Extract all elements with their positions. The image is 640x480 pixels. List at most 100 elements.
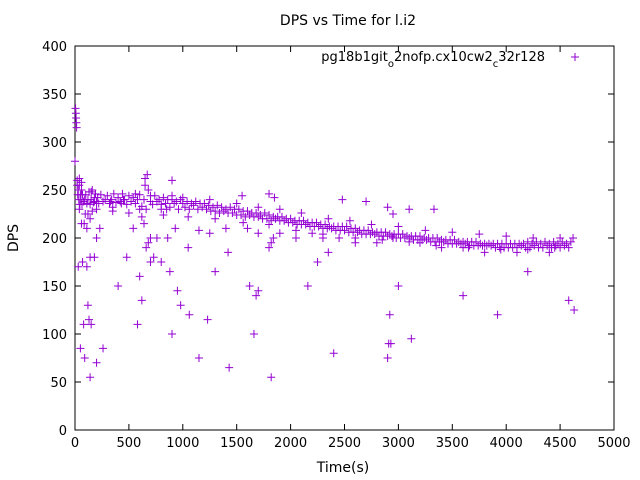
data-point: [204, 201, 213, 210]
data-point: [159, 210, 168, 219]
data-point: [200, 199, 209, 208]
data-point: [528, 239, 537, 248]
data-point: [92, 358, 101, 367]
data-point: [131, 199, 140, 208]
data-point: [133, 320, 142, 329]
data-point: [335, 234, 344, 242]
data-point: [193, 205, 202, 214]
data-point: [73, 181, 82, 190]
data-point: [170, 199, 179, 208]
data-point: [362, 197, 371, 206]
data-point: [168, 330, 177, 338]
data-point: [114, 282, 123, 290]
data-point: [566, 237, 575, 246]
data-point: [211, 214, 220, 223]
data-point: [389, 234, 398, 242]
data-point: [245, 210, 254, 219]
data-point: [378, 235, 387, 244]
data-point: [74, 262, 83, 271]
data-point: [135, 190, 144, 199]
data-point: [224, 248, 233, 257]
data-point: [75, 205, 84, 214]
data-point: [108, 203, 117, 212]
data-point: [324, 248, 333, 257]
data-point: [139, 219, 148, 228]
data-point: [86, 200, 95, 209]
data-point: [161, 199, 170, 208]
data-point: [82, 262, 91, 271]
data-point: [275, 205, 284, 214]
ticks: 0 500 1000 1500 2000 2500 3000 3500 4000 4500 5000…: [42, 40, 630, 451]
data-point: [439, 237, 448, 246]
data-point: [118, 189, 127, 198]
data-point: [217, 203, 226, 212]
data-point: [221, 224, 230, 233]
data-point: [545, 248, 554, 257]
data-point: [459, 291, 468, 300]
data-point: [353, 228, 362, 237]
data-point: [450, 235, 459, 244]
data-point: [252, 209, 261, 218]
data-point: [269, 234, 278, 242]
data-point: [99, 344, 108, 353]
data-point: [351, 224, 360, 233]
data-point: [155, 195, 164, 204]
y-axis-label: DPS: [6, 224, 22, 252]
data-point: [301, 220, 310, 229]
data-point: [185, 310, 194, 319]
data-point: [143, 170, 152, 179]
data-point: [75, 174, 84, 183]
data-point: [496, 245, 505, 254]
data-point: [141, 181, 150, 190]
data-point: [135, 205, 144, 214]
data-point: [146, 191, 155, 200]
data-point: [141, 174, 150, 183]
data-point: [228, 209, 237, 218]
data-point: [267, 216, 276, 225]
data-point: [232, 199, 241, 208]
data-point: [523, 237, 532, 246]
data-point: [127, 197, 136, 206]
data-point: [389, 210, 398, 218]
data-point: [99, 197, 108, 206]
data-point: [117, 199, 126, 208]
data-point: [532, 237, 541, 246]
data-point: [381, 228, 390, 237]
x-tick-label: 2500: [328, 436, 361, 451]
x-tick-label: 4500: [544, 436, 577, 451]
data-point: [168, 191, 177, 200]
data-point: [89, 198, 98, 207]
data-point: [383, 354, 392, 362]
data-point: [82, 199, 91, 208]
data-point: [178, 193, 187, 202]
data-point: [124, 191, 133, 200]
data-point: [432, 241, 441, 250]
data-point: [415, 238, 424, 247]
data-point: [370, 230, 379, 239]
data-point: [398, 230, 407, 239]
data-point: [291, 226, 300, 235]
data-point: [215, 209, 224, 218]
data-point: [556, 234, 565, 242]
data-point: [203, 315, 212, 324]
data-point: [119, 195, 128, 204]
data-point: [367, 220, 376, 229]
data-point: [327, 224, 336, 233]
data-point: [137, 296, 146, 305]
x-tick-label: 5000: [597, 436, 630, 451]
data-point: [541, 237, 550, 246]
data-point: [116, 197, 125, 206]
data-point: [243, 207, 252, 216]
data-point: [129, 224, 138, 233]
x-tick-label: 500: [116, 436, 141, 451]
data-point: [543, 241, 552, 250]
data-point: [172, 197, 181, 206]
data-point: [241, 212, 250, 221]
data-point: [519, 239, 528, 248]
data-point: [86, 373, 95, 382]
data-point: [564, 243, 573, 252]
y-tick-label: 100: [42, 328, 67, 343]
data-point: [275, 229, 284, 238]
data-point: [480, 248, 489, 257]
data-point: [529, 234, 538, 242]
